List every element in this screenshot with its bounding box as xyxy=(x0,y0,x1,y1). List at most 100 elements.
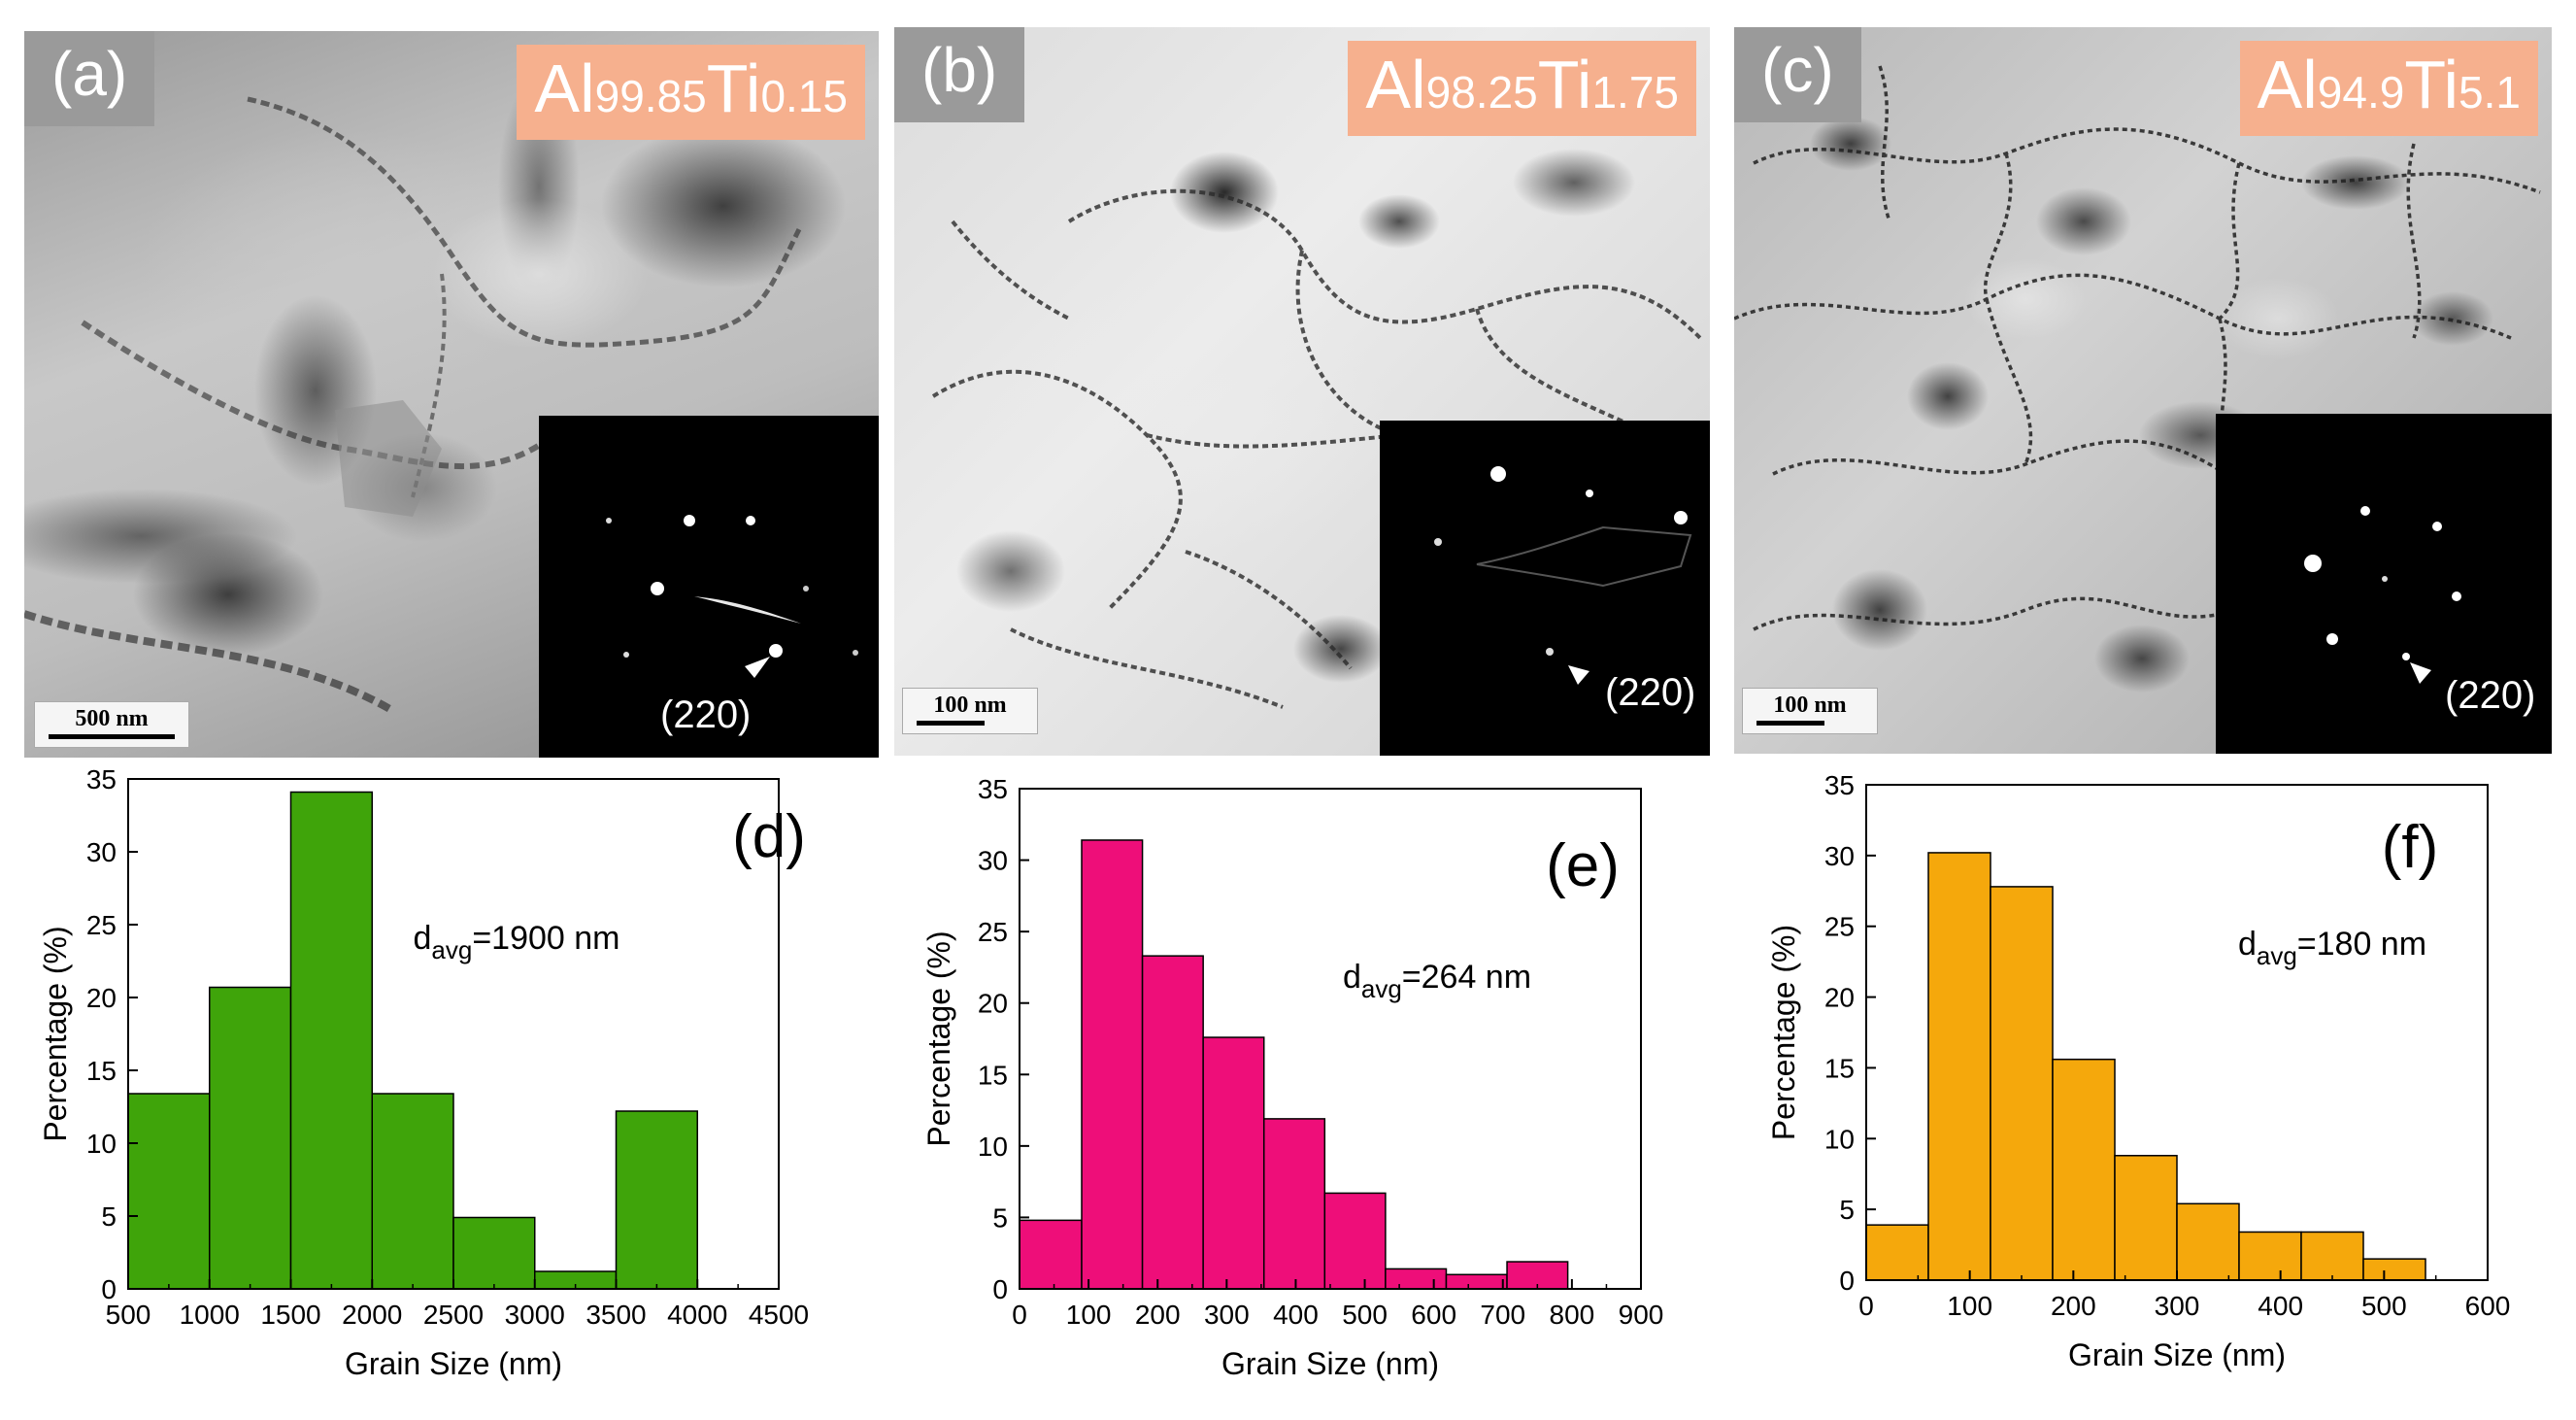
y-axis-label: Percentage (%) xyxy=(921,930,956,1146)
micrograph-panel-c: (c) Al94.9Ti5.1 (220) 100 nm xyxy=(1734,27,2552,754)
y-tick-label: 10 xyxy=(86,1129,117,1159)
y-tick-label: 25 xyxy=(86,910,117,940)
histogram-bar xyxy=(1865,1224,1929,1281)
x-tick-label: 2000 xyxy=(342,1300,402,1330)
scale-bar-label-b: 100 nm xyxy=(933,693,1007,718)
histogram-bar xyxy=(1323,1192,1387,1290)
composition-n2: 5.1 xyxy=(2459,67,2521,118)
x-tick-label: 1000 xyxy=(180,1300,240,1330)
x-tick-label: 600 xyxy=(2465,1291,2511,1321)
diffraction-pattern-c xyxy=(2304,506,2461,684)
y-tick-label: 35 xyxy=(1824,770,1855,800)
x-tick-label: 200 xyxy=(1135,1300,1181,1330)
histogram-bar xyxy=(1927,852,1991,1281)
x-axis-label: Grain Size (nm) xyxy=(1221,1346,1439,1381)
x-tick-label: 500 xyxy=(2361,1291,2407,1321)
histogram-bar xyxy=(2300,1231,2364,1281)
y-tick-label: 15 xyxy=(1824,1053,1855,1083)
x-tick-label: 900 xyxy=(1619,1300,1664,1330)
panel-label-c: (c) xyxy=(1734,27,1861,122)
histogram-bar xyxy=(127,1093,211,1290)
average-grain-size-label: davg=264 nm xyxy=(1343,959,1531,1003)
x-tick-label: 100 xyxy=(1947,1291,1992,1321)
y-tick-label: 25 xyxy=(978,917,1008,947)
histogram-bar xyxy=(1141,955,1204,1290)
histogram-bar xyxy=(371,1093,454,1290)
average-grain-size-label: davg=1900 nm xyxy=(413,920,619,964)
y-tick-label: 0 xyxy=(101,1274,117,1304)
panel-label-b: (b) xyxy=(894,27,1025,122)
histogram-d: 500 1000 1500 2000 2500 3000 3500 4000 4500 0 5 10 1… xyxy=(38,767,809,1381)
diffraction-inset-a: (220) xyxy=(539,416,879,758)
x-tick-label: 100 xyxy=(1066,1300,1112,1330)
composition-n2: 0.15 xyxy=(760,71,848,121)
micrograph-panel-b: (b) Al98.25Ti1.75 (220) 100 nm xyxy=(894,27,1710,756)
y-tick-label: 10 xyxy=(978,1132,1008,1162)
average-grain-size-label: davg=180 nm xyxy=(2238,926,2426,970)
y-tick-label: 5 xyxy=(1839,1195,1855,1225)
diffraction-label-b: (220) xyxy=(1605,671,1696,714)
composition-el1: Al xyxy=(1365,47,1426,122)
composition-el2: Ti xyxy=(706,51,761,126)
y-axis-label: Percentage (%) xyxy=(38,926,73,1141)
composition-el1: Al xyxy=(2257,47,2318,122)
x-tick-label: 3500 xyxy=(585,1300,646,1330)
panel-label-a: (a) xyxy=(24,31,155,126)
y-tick-label: 30 xyxy=(1824,841,1855,871)
histogram-bar xyxy=(1445,1273,1508,1290)
grain-boundaries-a xyxy=(24,96,804,715)
composition-el1: Al xyxy=(534,51,595,126)
x-tick-label: 400 xyxy=(2258,1291,2303,1321)
y-tick-label: 0 xyxy=(1839,1266,1855,1296)
y-tick-label: 5 xyxy=(992,1202,1008,1233)
scale-bar-c: 100 nm xyxy=(1742,688,1878,734)
histogram-bar xyxy=(452,1216,536,1290)
x-tick-label: 300 xyxy=(2155,1291,2200,1321)
histogram-bar xyxy=(1081,839,1144,1290)
histogram-bar xyxy=(2052,1058,2116,1281)
histogram-bar xyxy=(2362,1258,2426,1281)
histogram-e: 0 100 200 300 400 500 600 700 800 900 0 5 10 15 20 25 30… xyxy=(921,774,1664,1381)
y-tick-label: 35 xyxy=(86,767,117,795)
scale-bar-a: 500 nm xyxy=(34,701,189,748)
composition-n1: 98.25 xyxy=(1425,67,1538,118)
y-tick-label: 10 xyxy=(1824,1124,1855,1154)
scale-bar-label-a: 500 nm xyxy=(75,706,149,731)
composition-label-a: Al99.85Ti0.15 xyxy=(517,45,865,140)
histogram-bar xyxy=(1202,1036,1265,1290)
scale-bar-b: 100 nm xyxy=(902,688,1038,734)
diffraction-inset-c: (220) xyxy=(2216,414,2552,754)
y-tick-label: 20 xyxy=(978,989,1008,1019)
x-tick-label: 300 xyxy=(1204,1300,1250,1330)
histogram-bar xyxy=(209,986,292,1290)
y-tick-label: 35 xyxy=(978,774,1008,804)
y-axis-label: Percentage (%) xyxy=(1766,925,1801,1140)
diffraction-inset-b: (220) xyxy=(1380,421,1710,756)
scale-bar-label-c: 100 nm xyxy=(1773,693,1847,718)
panel-label: (d) xyxy=(732,803,806,870)
x-tick-label: 500 xyxy=(1342,1300,1388,1330)
diffraction-label-a: (220) xyxy=(660,693,752,736)
x-tick-label: 4500 xyxy=(749,1300,809,1330)
y-tick-label: 15 xyxy=(86,1056,117,1086)
histogram-bar xyxy=(1385,1268,1448,1290)
dislocation-network-c xyxy=(1734,65,2541,631)
x-tick-label: 0 xyxy=(1012,1300,1027,1330)
composition-label-b: Al98.25Ti1.75 xyxy=(1348,41,1696,136)
x-tick-label: 700 xyxy=(1480,1300,1525,1330)
composition-el2: Ti xyxy=(1537,47,1592,122)
composition-el2: Ti xyxy=(2404,47,2459,122)
histogram-bar xyxy=(1990,886,2054,1281)
y-tick-label: 20 xyxy=(1824,983,1855,1013)
x-tick-label: 800 xyxy=(1550,1300,1595,1330)
composition-label-c: Al94.9Ti5.1 xyxy=(2239,41,2538,136)
histogram-f: 0 100 200 300 400 500 600 0 5 10 15 20 25 30 35 Grain S… xyxy=(1766,770,2511,1372)
histogram-bar xyxy=(2114,1155,2178,1281)
histogram-bar xyxy=(615,1110,698,1290)
y-tick-label: 15 xyxy=(978,1060,1008,1090)
x-tick-label: 0 xyxy=(1858,1291,1874,1321)
x-tick-label: 2500 xyxy=(423,1300,484,1330)
panel-label: (f) xyxy=(2382,814,2439,881)
composition-n1: 94.9 xyxy=(2317,67,2405,118)
diffraction-pattern-b xyxy=(1434,466,1692,685)
